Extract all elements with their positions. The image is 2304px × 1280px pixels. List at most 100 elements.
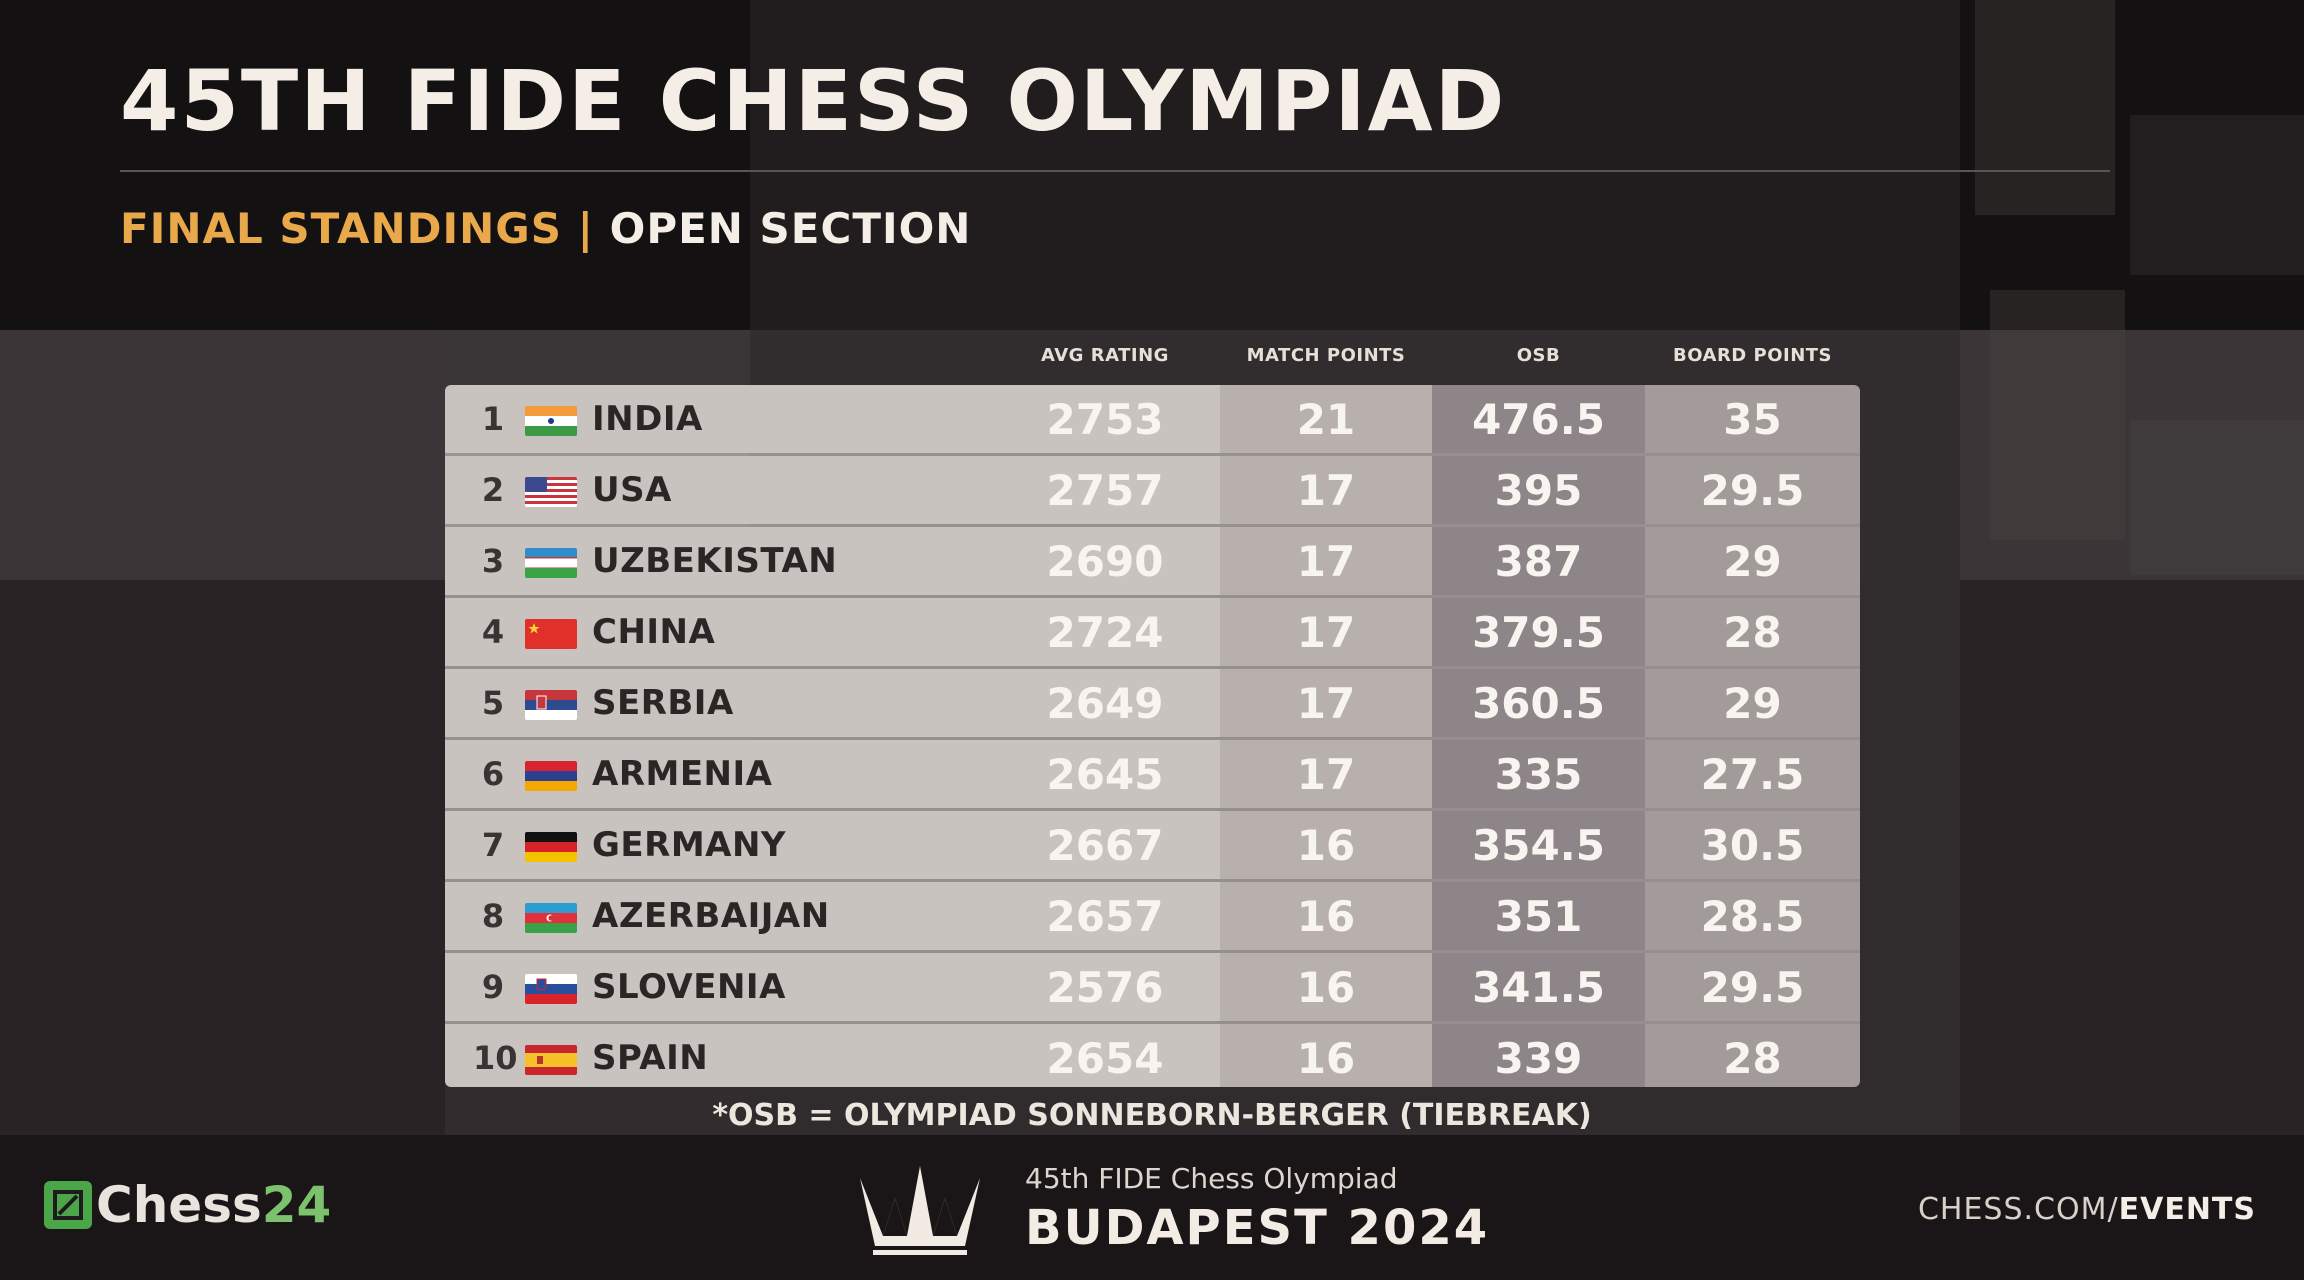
board-points: 29 bbox=[1723, 536, 1782, 586]
table-row: 3 UZBEKISTAN 2690 17 387 29 bbox=[445, 527, 1860, 595]
subtitle-section: OPEN SECTION bbox=[609, 204, 972, 253]
chess24-logo-text: Chess24 bbox=[96, 1176, 332, 1234]
rank: 9 bbox=[481, 968, 505, 1006]
board-points: 30.5 bbox=[1700, 820, 1805, 870]
osb-cell: 351 bbox=[1432, 882, 1645, 950]
usa-flag-icon bbox=[525, 477, 577, 507]
table-row: 6 ARMENIA 2645 17 335 27.5 bbox=[445, 740, 1860, 808]
row-divider bbox=[445, 1021, 1860, 1024]
table-row: 7 GERMANY 2667 16 354.5 30.5 bbox=[445, 811, 1860, 879]
osb: 351 bbox=[1494, 891, 1583, 941]
osb-cell: 395 bbox=[1432, 456, 1645, 524]
board-points-cell: 28 bbox=[1645, 598, 1860, 666]
match-points-cell: 16 bbox=[1220, 953, 1432, 1021]
row-divider bbox=[445, 524, 1860, 527]
match-points: 17 bbox=[1296, 607, 1356, 657]
country-cell: 7 GERMANY 2667 bbox=[445, 811, 1220, 879]
rank: 1 bbox=[481, 400, 505, 438]
match-points: 21 bbox=[1296, 394, 1356, 444]
osb: 339 bbox=[1494, 1033, 1583, 1083]
row-divider bbox=[445, 879, 1860, 882]
avg-rating: 2576 bbox=[1046, 962, 1164, 1012]
board-points-cell: 28.5 bbox=[1645, 882, 1860, 950]
rank: 10 bbox=[473, 1039, 518, 1077]
slovenia-flag-icon bbox=[525, 974, 577, 1004]
osb-cell: 379.5 bbox=[1432, 598, 1645, 666]
avg-rating: 2724 bbox=[1046, 607, 1164, 657]
country-cell: 1 INDIA 2753 bbox=[445, 385, 1220, 453]
osb-cell: 387 bbox=[1432, 527, 1645, 595]
avg-rating: 2649 bbox=[1046, 678, 1164, 728]
serbia-flag-icon bbox=[525, 690, 577, 720]
country-cell: 10 SPAIN 2654 bbox=[445, 1024, 1220, 1087]
country-name: SERBIA bbox=[592, 683, 734, 723]
country-cell: 2 USA 2757 bbox=[445, 456, 1220, 524]
rank: 2 bbox=[481, 471, 505, 509]
osb: 360.5 bbox=[1472, 678, 1605, 728]
decor-block bbox=[1990, 290, 2125, 540]
azerbaijan-flag-icon bbox=[525, 903, 577, 933]
country-name: GERMANY bbox=[592, 825, 787, 865]
row-divider bbox=[445, 808, 1860, 811]
osb: 354.5 bbox=[1472, 820, 1605, 870]
country-cell: 5 SERBIA 2649 bbox=[445, 669, 1220, 737]
column-header-osb: OSB bbox=[1516, 345, 1561, 366]
country-cell: 4 CHINA 2724 bbox=[445, 598, 1220, 666]
board-points: 27.5 bbox=[1700, 749, 1805, 799]
rank: 7 bbox=[481, 826, 505, 864]
page-title: 45TH FIDE CHESS OLYMPIAD bbox=[120, 52, 1507, 150]
avg-rating: 2645 bbox=[1046, 749, 1164, 799]
match-points-cell: 17 bbox=[1220, 669, 1432, 737]
decor-block bbox=[2130, 115, 2304, 275]
rank: 5 bbox=[481, 684, 505, 722]
column-header-match-points: MATCH POINTS bbox=[1246, 345, 1406, 366]
osb-cell: 335 bbox=[1432, 740, 1645, 808]
armenia-flag-icon bbox=[525, 761, 577, 791]
osb-cell: 360.5 bbox=[1432, 669, 1645, 737]
events-link: CHESS.COM/EVENTS bbox=[1918, 1192, 2256, 1227]
country-name: INDIA bbox=[592, 399, 703, 439]
osb-cell: 354.5 bbox=[1432, 811, 1645, 879]
osb: 387 bbox=[1494, 536, 1583, 586]
country-name: UZBEKISTAN bbox=[592, 541, 838, 581]
osb: 476.5 bbox=[1472, 394, 1605, 444]
match-points-cell: 16 bbox=[1220, 1024, 1432, 1087]
board-points-cell: 29 bbox=[1645, 669, 1860, 737]
avg-rating: 2757 bbox=[1046, 465, 1164, 515]
row-divider bbox=[445, 453, 1860, 456]
board-points-cell: 28 bbox=[1645, 1024, 1860, 1087]
board-points: 29.5 bbox=[1700, 465, 1805, 515]
china-flag-icon bbox=[525, 619, 577, 649]
row-divider bbox=[445, 950, 1860, 953]
board-points-cell: 29 bbox=[1645, 527, 1860, 595]
uzbekistan-flag-icon bbox=[525, 548, 577, 578]
table-column-headers: AVG RATING MATCH POINTS OSB BOARD POINTS bbox=[445, 345, 1860, 375]
avg-rating: 2753 bbox=[1046, 394, 1164, 444]
board-points-cell: 27.5 bbox=[1645, 740, 1860, 808]
country-name: ARMENIA bbox=[592, 754, 773, 794]
match-points: 17 bbox=[1296, 465, 1356, 515]
board-points-cell: 35 bbox=[1645, 385, 1860, 453]
avg-rating: 2654 bbox=[1046, 1033, 1164, 1083]
footer-background bbox=[0, 1135, 2304, 1280]
subtitle-standings: FINAL STANDINGS | bbox=[120, 204, 594, 253]
avg-rating: 2667 bbox=[1046, 820, 1164, 870]
decor-block bbox=[2130, 420, 2304, 575]
table-row: 4 CHINA 2724 17 379.5 28 bbox=[445, 598, 1860, 666]
match-points-cell: 17 bbox=[1220, 740, 1432, 808]
table-row: 9 SLOVENIA 2576 16 341.5 29.5 bbox=[445, 953, 1860, 1021]
decor-block bbox=[1975, 0, 2115, 215]
country-name: SPAIN bbox=[592, 1038, 709, 1078]
board-points-cell: 29.5 bbox=[1645, 953, 1860, 1021]
table-row: 10 SPAIN 2654 16 339 28 bbox=[445, 1024, 1860, 1087]
match-points: 16 bbox=[1296, 1033, 1356, 1083]
row-divider bbox=[445, 595, 1860, 598]
page-subtitle: FINAL STANDINGS | OPEN SECTION bbox=[120, 204, 971, 253]
country-cell: 6 ARMENIA 2645 bbox=[445, 740, 1220, 808]
match-points-cell: 17 bbox=[1220, 527, 1432, 595]
title-divider bbox=[120, 170, 2110, 172]
table-row: 2 USA 2757 17 395 29.5 bbox=[445, 456, 1860, 524]
country-name: AZERBAIJAN bbox=[592, 896, 830, 936]
rank: 6 bbox=[481, 755, 505, 793]
country-name: CHINA bbox=[592, 612, 716, 652]
